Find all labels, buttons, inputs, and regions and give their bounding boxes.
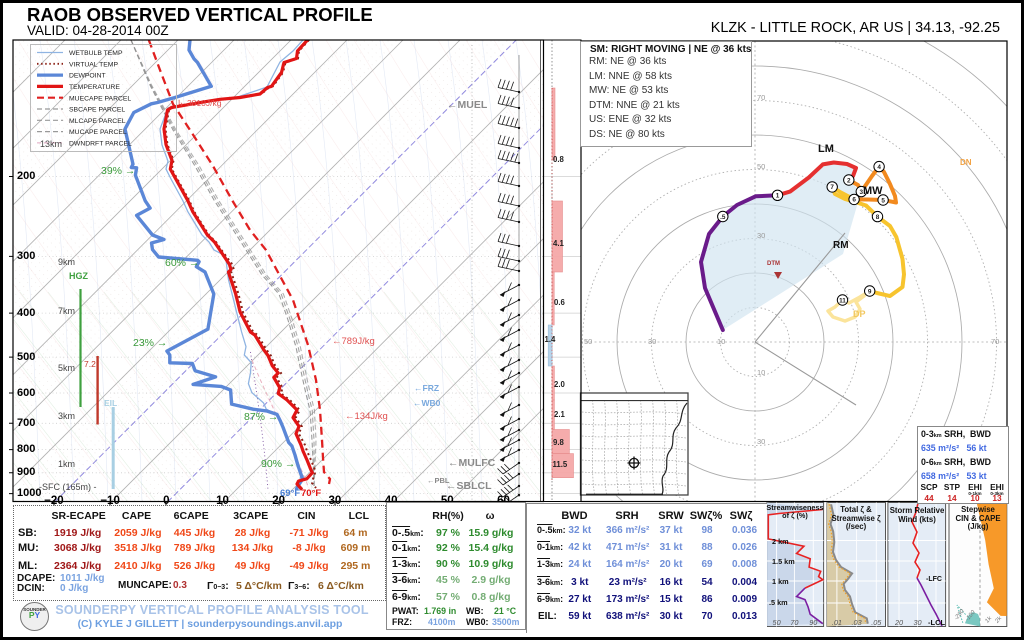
svg-text:DEWPOINT: DEWPOINT <box>69 73 106 80</box>
svg-text:2: 2 <box>847 177 851 184</box>
svg-text:3: 3 <box>860 189 864 196</box>
svg-text:7: 7 <box>830 184 834 191</box>
svg-text:5: 5 <box>881 197 885 204</box>
svg-text:MUECAPE PARCEL: MUECAPE PARCEL <box>69 95 131 102</box>
svg-text:SBCAPE PARCEL: SBCAPE PARCEL <box>69 107 125 114</box>
svg-text:MLCAPE PARCEL: MLCAPE PARCEL <box>69 118 126 125</box>
svg-text:11: 11 <box>839 297 846 304</box>
svg-text:4: 4 <box>877 164 881 171</box>
svg-text:WETBULB TEMP: WETBULB TEMP <box>69 50 123 57</box>
svg-text:9: 9 <box>868 288 872 295</box>
svg-text:1: 1 <box>776 193 780 200</box>
svg-text:VIRTUAL TEMP: VIRTUAL TEMP <box>69 61 118 68</box>
svg-text:8: 8 <box>876 214 880 221</box>
svg-text:DWNDRFT PARCEL: DWNDRFT PARCEL <box>69 141 132 148</box>
svg-text:TEMPERATURE: TEMPERATURE <box>69 84 120 91</box>
svg-text:.5: .5 <box>720 214 726 221</box>
svg-text:6: 6 <box>852 197 856 204</box>
svg-text:MUCAPE PARCEL: MUCAPE PARCEL <box>69 129 127 136</box>
